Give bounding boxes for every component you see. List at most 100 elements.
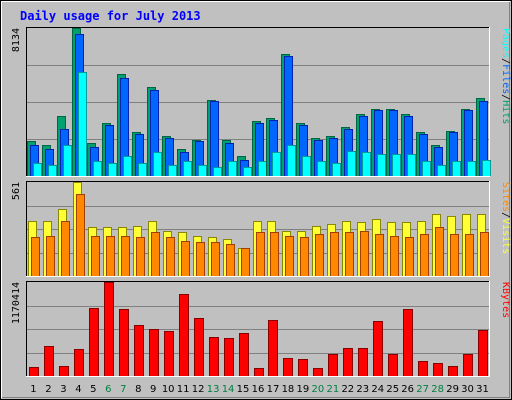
sites-bar-face — [137, 238, 144, 276]
x-tick-label: 19 — [297, 384, 310, 395]
pages-bar-face — [318, 162, 325, 176]
x-tick-label: 4 — [75, 384, 81, 395]
kbytes-bar-face — [389, 355, 397, 376]
files-bar-face — [420, 135, 427, 176]
kbytes-bar-face — [329, 355, 337, 376]
pages-bar — [452, 161, 461, 176]
files-bar-face — [211, 102, 218, 176]
sites-bar — [241, 248, 250, 276]
files-bar-face — [465, 111, 472, 176]
x-tick-label: 14 — [222, 384, 235, 395]
sites-bar-face — [436, 228, 443, 276]
pages-bar — [332, 163, 341, 176]
sites-bar-face — [167, 238, 174, 276]
kbytes-bar — [358, 348, 368, 376]
x-axis-tick-labels: 1 2 3 4 5 6 7 8 9 10 11 12 13 14 15 16 17 18 19 20 21 22 23 24 2… — [30, 384, 489, 395]
kbytes-bar — [418, 361, 428, 376]
pages-bar-face — [303, 157, 310, 176]
files-bar-face — [450, 133, 457, 176]
sites-bar-face — [361, 232, 368, 276]
sites-bar-face — [286, 237, 293, 276]
kbytes-bar — [478, 330, 488, 376]
pages-bar-face — [244, 168, 251, 176]
sites-bar — [285, 236, 294, 276]
pages-bar — [392, 154, 401, 176]
pages-bar — [243, 167, 252, 176]
sites-bar-face — [421, 235, 428, 276]
sites-bar — [181, 241, 190, 276]
pages-bar-face — [423, 162, 430, 176]
x-tick-label: 18 — [282, 384, 295, 395]
sites-bar — [106, 236, 115, 276]
kbytes-bar-face — [314, 369, 322, 376]
kbytes-bar — [104, 282, 114, 376]
pages-bar — [198, 165, 207, 176]
kbytes-bar-face — [374, 322, 382, 376]
pages-bar-face — [79, 73, 86, 176]
pages-bar — [123, 156, 132, 176]
sites-bar-face — [376, 235, 383, 276]
pages-bar-face — [109, 164, 116, 176]
x-tick-label: 15 — [237, 384, 250, 395]
sites-bar — [31, 237, 40, 276]
x-tick-label: 25 — [386, 384, 399, 395]
files-bar — [210, 101, 219, 176]
kbytes-bar — [463, 354, 473, 376]
pages-bar — [153, 152, 162, 176]
kbytes-bar — [224, 338, 234, 376]
kbytes-bar-face — [225, 339, 233, 376]
kbytes-bar — [134, 325, 144, 376]
kbytes-bar-face — [120, 310, 128, 376]
sites-bar-face — [316, 235, 323, 276]
kbytes-bar — [328, 354, 338, 376]
files-bar-face — [330, 139, 337, 176]
legend-item-kbytes: KBytes — [500, 282, 511, 318]
legend-item-pages: Pages — [500, 28, 511, 58]
kbytes-bar-face — [195, 319, 203, 376]
x-tick-label: 9 — [150, 384, 156, 395]
sites-bar-face — [122, 237, 129, 276]
sites-bar-face — [451, 235, 458, 276]
sites-bar-face — [62, 222, 69, 276]
sites-bar-face — [301, 238, 308, 276]
x-tick-label: 17 — [267, 384, 280, 395]
pages-bar — [362, 152, 371, 176]
pages-bar-face — [378, 155, 385, 176]
kbytes-bar-face — [404, 310, 412, 376]
kbytes-bar-face — [75, 350, 83, 376]
sites-bar-face — [346, 233, 353, 276]
panel-hits-files-pages: 8134 Pages/Files/Hits — [11, 27, 511, 177]
files-bar-face — [166, 139, 173, 176]
sites-bar — [345, 232, 354, 276]
files-bar-face — [375, 111, 382, 176]
sites-bar-face — [212, 243, 219, 276]
pages-bar — [467, 161, 476, 176]
pages-bar-face — [64, 146, 71, 176]
files-bar — [299, 125, 308, 176]
sites-bar-face — [227, 245, 234, 276]
pages-bar — [93, 161, 102, 176]
files-bar-face — [360, 117, 367, 176]
legend-visits-sites: Sites/Visits — [500, 182, 511, 254]
x-tick-label: 22 — [341, 384, 354, 395]
pages-bar-face — [169, 166, 176, 176]
pages-bar-face — [124, 157, 131, 176]
sites-bar-face — [271, 233, 278, 276]
x-tick-label: 7 — [120, 384, 126, 395]
legend-item-sep: / — [500, 212, 511, 218]
sites-bar-face — [32, 238, 39, 276]
panel-visits-sites: 561 Sites/Visits — [11, 181, 511, 277]
pages-bar-face — [468, 162, 475, 176]
files-bar-face — [285, 57, 292, 176]
kbytes-bar-face — [240, 334, 248, 376]
kbytes-bar-face — [284, 359, 292, 376]
sites-bar-face — [481, 233, 488, 276]
x-tick-label: 21 — [326, 384, 339, 395]
kbytes-bar — [209, 337, 219, 376]
legend-kbytes: KBytes — [500, 282, 511, 318]
x-tick-label: 30 — [461, 384, 474, 395]
kbytes-bar — [254, 368, 264, 376]
files-bar — [374, 110, 383, 176]
sites-bar-face — [197, 243, 204, 276]
